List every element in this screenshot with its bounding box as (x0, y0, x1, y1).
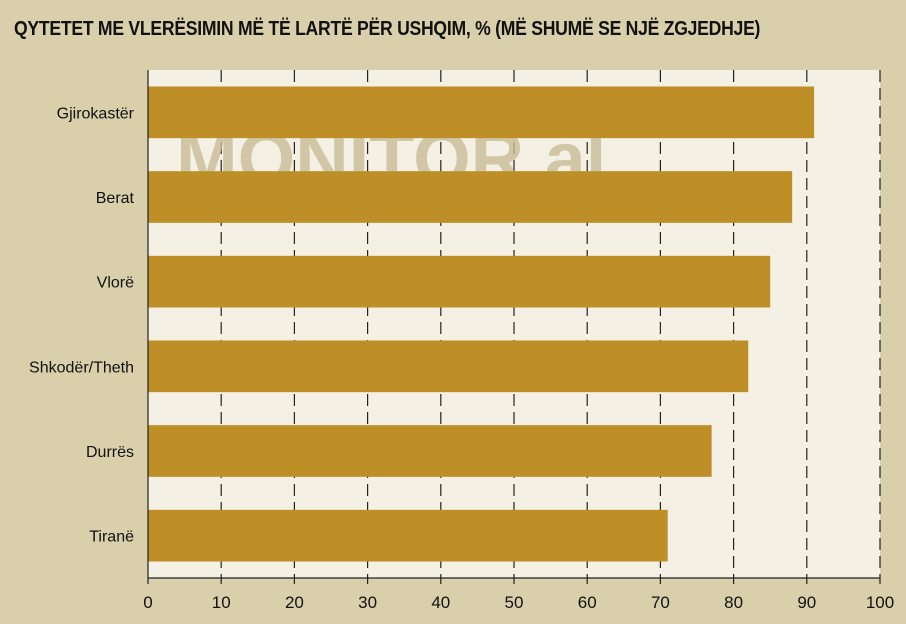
x-tick-label: 70 (651, 593, 670, 612)
x-tick-label: 60 (578, 593, 597, 612)
bar (148, 509, 668, 562)
bar (148, 171, 793, 223)
category-label: Berat (96, 190, 135, 207)
category-label: Shkodër/Theth (29, 359, 134, 376)
bar (148, 86, 815, 139)
category-label: Gjirokastër (57, 105, 135, 122)
x-tick-label: 80 (724, 593, 743, 612)
x-axis-ticks: 0 10 20 30 40 50 60 70 80 90 100 (143, 578, 894, 612)
x-tick-label: 100 (866, 593, 894, 612)
x-tick-label: 10 (212, 593, 231, 612)
category-labels: Gjirokastër Berat Vlorë Shkodër/Theth Durrës… (29, 105, 135, 545)
x-tick-label: 20 (285, 593, 304, 612)
bar (148, 425, 712, 477)
x-tick-label: 30 (358, 593, 377, 612)
x-tick-label: 0 (143, 593, 152, 612)
gridlines (220, 70, 881, 578)
category-label: Vlorë (97, 275, 134, 292)
bars (148, 86, 815, 562)
category-label: Tiranë (89, 529, 134, 546)
category-label: Durrës (86, 444, 134, 461)
chart-title: QYTETET ME VLERËSIMIN MË TË LARTË PËR US… (14, 18, 761, 40)
bar (148, 340, 749, 393)
bar (148, 255, 771, 308)
x-tick-label: 90 (797, 593, 816, 612)
x-tick-label: 50 (505, 593, 524, 612)
x-tick-label: 40 (431, 593, 450, 612)
